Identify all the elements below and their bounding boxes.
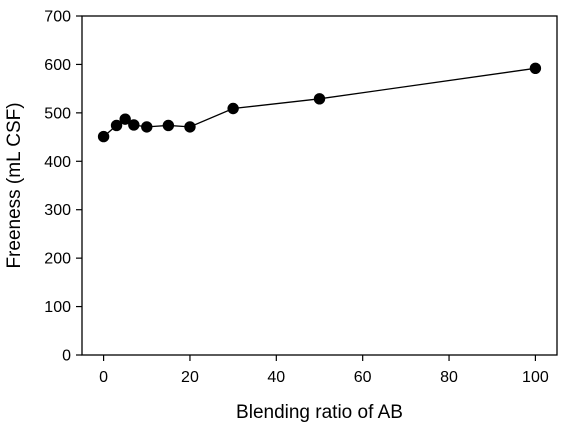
y-tick-label: 600 bbox=[44, 57, 71, 74]
data-point bbox=[529, 62, 542, 75]
data-point bbox=[128, 119, 140, 131]
y-tick-label: 300 bbox=[44, 202, 71, 219]
data-point bbox=[184, 121, 196, 133]
x-tick-label: 0 bbox=[99, 369, 108, 386]
data-point bbox=[162, 119, 175, 132]
y-tick-label: 200 bbox=[44, 251, 71, 268]
data-point bbox=[110, 119, 123, 132]
x-tick-label: 80 bbox=[440, 369, 458, 386]
x-tick-label: 100 bbox=[522, 369, 549, 386]
y-axis: 0 100 200 300 400 500 600 700 bbox=[44, 9, 82, 365]
x-axis-title: Blending ratio of AB bbox=[236, 402, 403, 423]
y-tick-label: 400 bbox=[44, 154, 71, 171]
x-axis: 0 20 40 60 80 100 bbox=[99, 355, 549, 386]
series-points-group bbox=[97, 62, 542, 143]
data-point bbox=[141, 121, 153, 133]
data-point bbox=[119, 113, 131, 125]
y-tick-label: 500 bbox=[44, 105, 71, 122]
plot-frame bbox=[81, 15, 558, 356]
y-tick-label: 0 bbox=[62, 348, 71, 365]
y-tick-label: 100 bbox=[44, 299, 71, 316]
y-axis-title: Freeness (mL CSF) bbox=[4, 102, 25, 268]
data-point bbox=[227, 102, 239, 115]
data-point bbox=[313, 93, 326, 105]
x-tick-label: 60 bbox=[354, 369, 372, 386]
x-tick-label: 40 bbox=[267, 369, 285, 386]
plot-area-border bbox=[81, 15, 558, 356]
x-tick-label: 20 bbox=[181, 369, 199, 386]
y-tick-label: 700 bbox=[44, 9, 71, 26]
data-point bbox=[97, 130, 110, 143]
